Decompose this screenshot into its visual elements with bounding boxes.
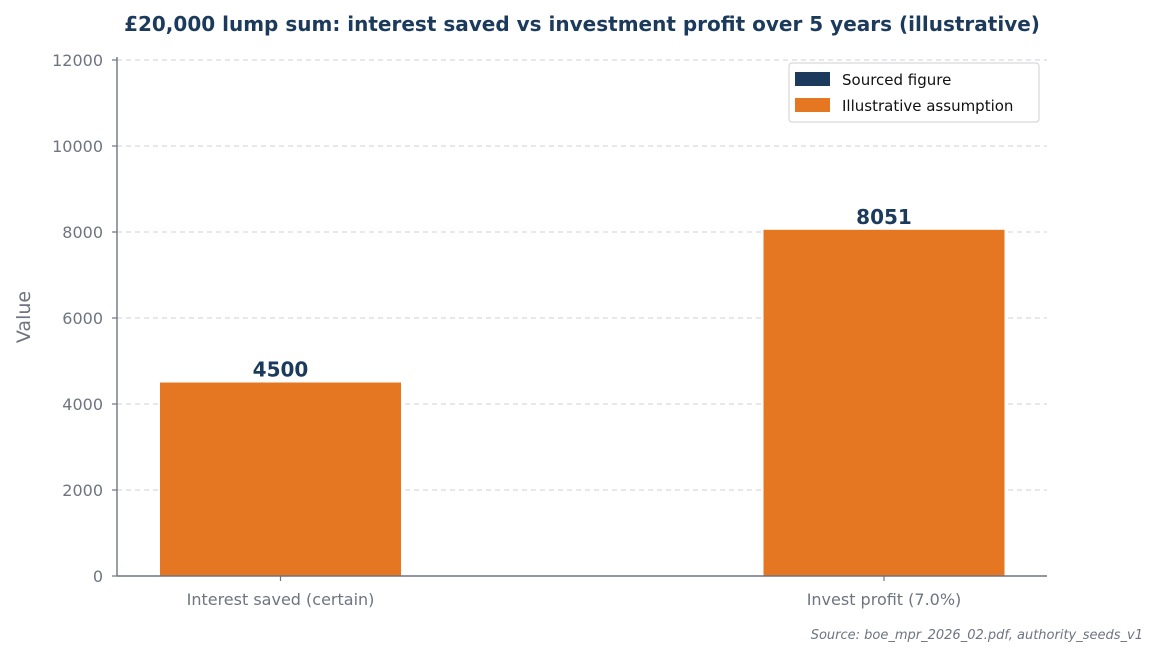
data-label: 4500 xyxy=(253,358,309,382)
legend-frame xyxy=(788,62,1040,123)
y-tick-label: 2000 xyxy=(62,481,103,500)
legend-swatch xyxy=(795,72,830,86)
y-tick-label: 12000 xyxy=(52,51,103,70)
bar xyxy=(763,229,1005,576)
x-tick-label: Invest profit (7.0%) xyxy=(807,590,962,609)
legend-label: Sourced figure xyxy=(842,71,951,89)
bars xyxy=(160,229,1005,576)
y-tick-label: 0 xyxy=(93,567,103,586)
legend: Sourced figure Illustrative assumption xyxy=(788,62,1040,123)
source-note: Source: boe_mpr_2026_02.pdf, authority_s… xyxy=(811,628,1143,643)
y-tick-label: 8000 xyxy=(62,223,103,242)
legend-swatch xyxy=(795,98,830,112)
axes: 0 2000 4000 6000 8000 10000 12000 Interest save… xyxy=(52,51,1047,609)
y-tick-label: 4000 xyxy=(62,395,103,414)
x-tick-label: Interest saved (certain) xyxy=(187,590,375,609)
chart-title: £20,000 lump sum: interest saved vs inve… xyxy=(124,12,1040,36)
data-labels: 4500 8051 xyxy=(253,205,912,382)
y-tick-label: 10000 xyxy=(52,137,103,156)
y-tick-label: 6000 xyxy=(62,309,103,328)
bar xyxy=(160,382,401,576)
legend-label: Illustrative assumption xyxy=(842,97,1013,115)
y-axis-label: Value xyxy=(13,291,35,343)
data-label: 8051 xyxy=(856,205,912,229)
